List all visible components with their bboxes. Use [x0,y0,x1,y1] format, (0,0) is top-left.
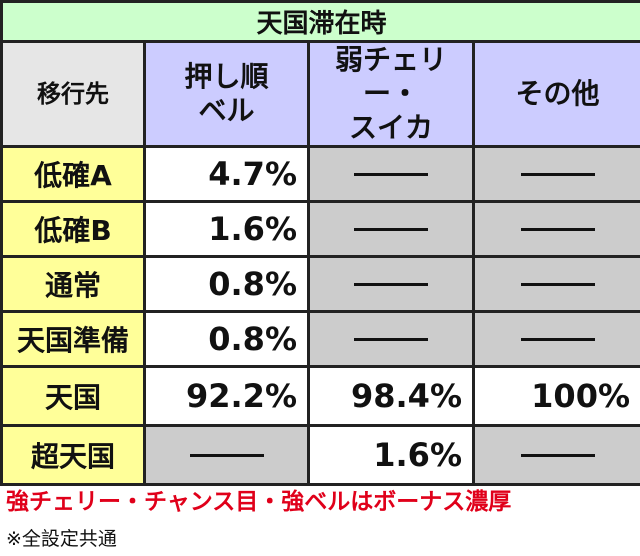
dash [354,172,428,176]
value-cell: 100% [471,365,640,427]
dash [520,172,595,176]
column-header: 弱チェリー・ スイカ [307,40,475,148]
empty-cell [143,424,310,486]
value-cell: 4.7% [143,145,310,203]
dash [189,453,264,457]
row-label: 天国 [0,365,146,427]
empty-cell [307,310,475,368]
table-row: 天国準備 0.8% [0,310,640,368]
row-label: 超天国 [0,424,146,486]
dash [354,227,428,231]
dash [520,227,595,231]
empty-cell [471,255,640,313]
row-label: 低確B [0,200,146,258]
dash [520,337,595,341]
note: ※全設定共通 [6,528,117,550]
table-row: 超天国 1.6% [0,424,640,486]
dash [354,337,428,341]
empty-cell [471,424,640,486]
value-cell: 0.8% [143,310,310,368]
value-cell: 1.6% [143,200,310,258]
value-cell: 98.4% [307,365,475,427]
empty-cell [471,200,640,258]
empty-cell [471,145,640,203]
table-row: 低確B 1.6% [0,200,640,258]
column-header: その他 [471,40,640,148]
dash [354,282,428,286]
value-cell: 92.2% [143,365,310,427]
empty-cell [307,255,475,313]
header-row: 移行先 押し順 ベル 弱チェリー・ スイカ その他 [0,40,640,148]
table: 天国滞在時 移行先 押し順 ベル 弱チェリー・ スイカ その他 低確A 4.7% 低確B 1… [0,0,640,486]
row-label: 通常 [0,255,146,313]
empty-cell [307,145,475,203]
table-row: 天国 92.2% 98.4% 100% [0,365,640,427]
dash [520,282,595,286]
note: 強チェリー・チャンス目・強ベルはボーナス濃厚 [6,489,512,515]
dash [520,453,595,457]
value-cell: 1.6% [307,424,475,486]
table-row: 通常 0.8% [0,255,640,313]
empty-cell [471,310,640,368]
column-header: 押し順 ベル [143,40,310,148]
table-body: 天国滞在時 移行先 押し順 ベル 弱チェリー・ スイカ その他 低確A 4.7% 低確B 1… [0,0,640,486]
column-header: 移行先 [0,40,146,148]
table-title: 天国滞在時 [0,0,640,43]
row-label: 天国準備 [0,310,146,368]
empty-cell [307,200,475,258]
value-cell: 0.8% [143,255,310,313]
title-row: 天国滞在時 [0,0,640,43]
table-row: 低確A 4.7% [0,145,640,203]
row-label: 低確A [0,145,146,203]
